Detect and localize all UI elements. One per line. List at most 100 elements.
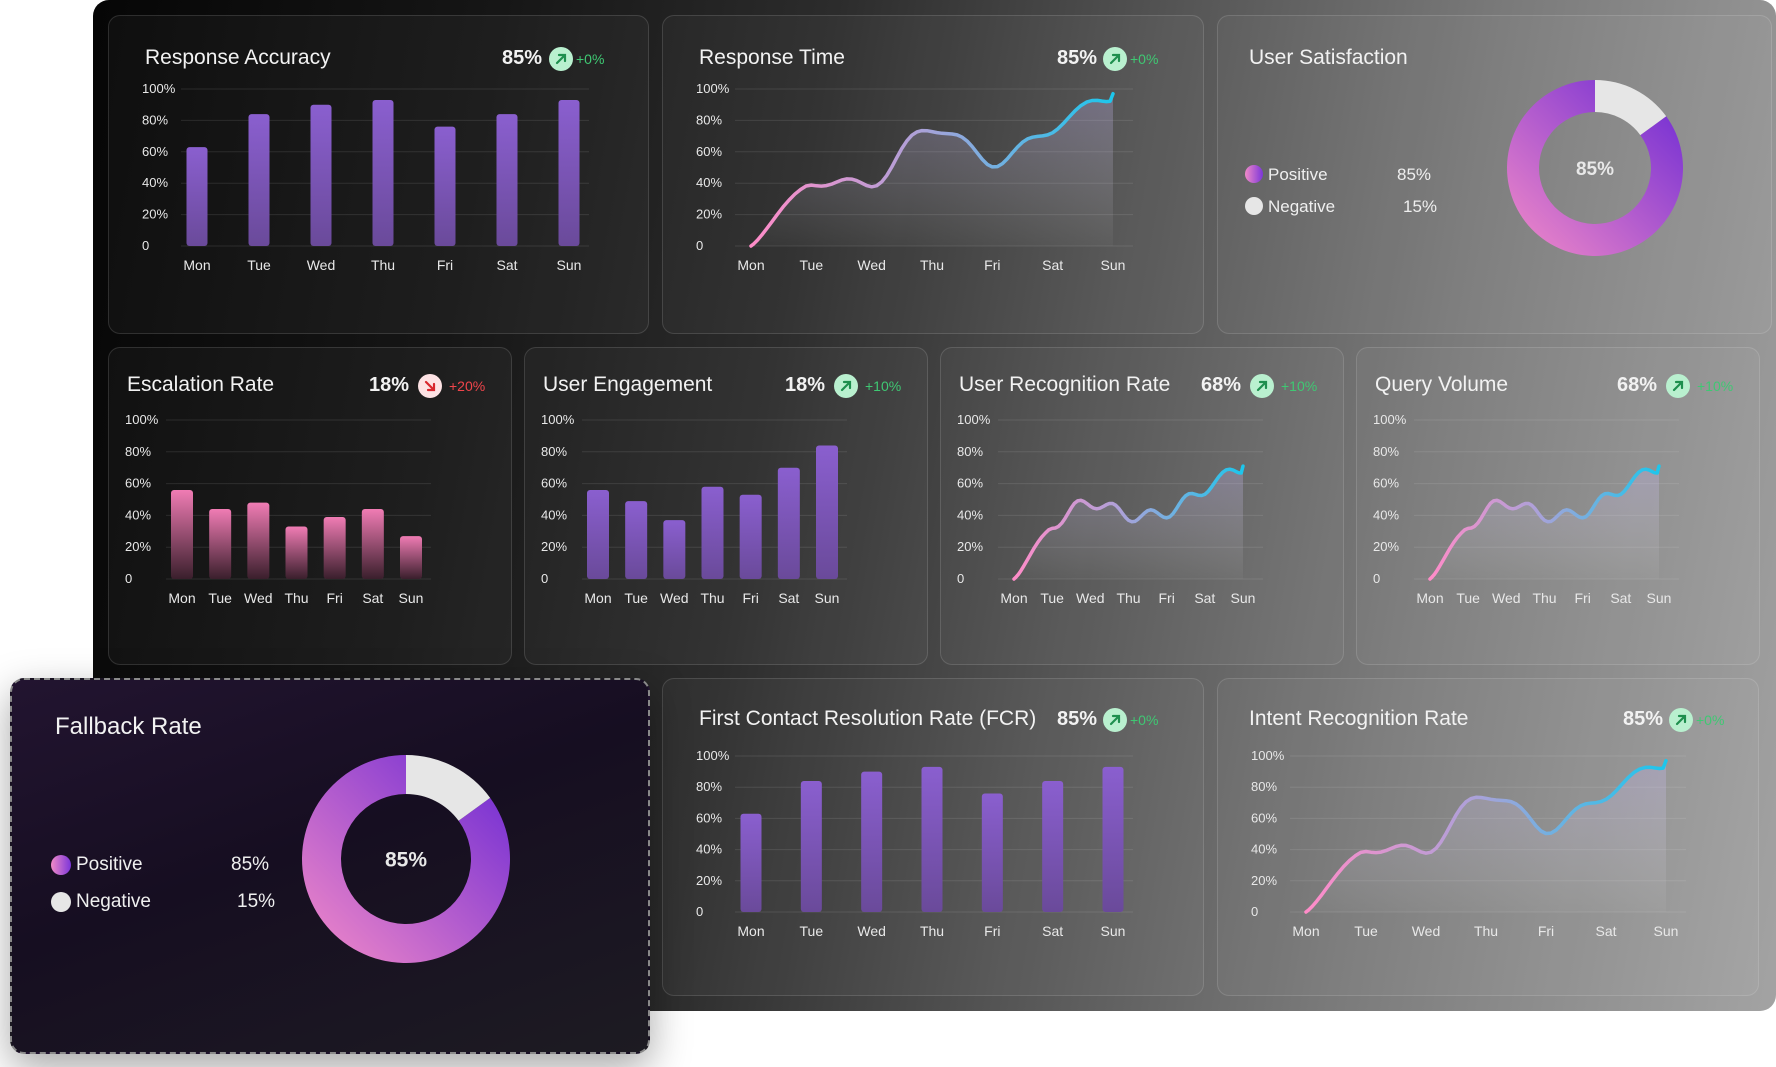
bar-thu (285, 526, 308, 579)
fcr-chart: 0 20% 40% 60% 80% 100% Mon Tue Wed Thu Fri Sat Sun (696, 748, 1133, 939)
panel-title: User Engagement (543, 373, 713, 396)
user-engagement-chart: 0 20% 40% 60% 80% 100% Mon Tue Wed Thu Fri Sat Sun (541, 412, 847, 606)
x-tick-label: Thu (1474, 923, 1498, 939)
arrow-up-right-icon (834, 374, 858, 398)
x-tick-label: Thu (920, 257, 944, 273)
y-tick-label: 100% (696, 81, 730, 96)
change-text: +0% (1130, 712, 1159, 728)
x-tick-label: Sun (1654, 923, 1679, 939)
change-text: +10% (1281, 378, 1318, 394)
bar-fri (981, 793, 1003, 912)
x-tick-label: Fri (743, 590, 759, 606)
y-tick-label: 40% (125, 507, 151, 522)
bar-tue (625, 501, 648, 579)
x-tick-label: Wed (244, 590, 273, 606)
y-tick-label: 20% (696, 873, 722, 888)
negative-legend-value: 15% (237, 891, 276, 912)
arrow-up-right-icon (1250, 374, 1274, 398)
bar-sun (558, 99, 580, 247)
change-text: +10% (865, 378, 902, 394)
bar-sat (496, 114, 518, 247)
y-tick-label: 100% (957, 412, 991, 427)
y-tick-label: 0 (541, 571, 548, 586)
bar-mon (587, 489, 609, 579)
change-text: +20% (449, 378, 486, 394)
positive-legend-dot (51, 855, 71, 875)
metric-value: 85% (1622, 708, 1663, 730)
y-tick-label: 80% (142, 112, 168, 127)
bar-tue (800, 780, 822, 912)
x-tick-label: Tue (208, 590, 232, 606)
slice-negative (406, 755, 491, 821)
negative-legend-value: 15% (1403, 197, 1438, 216)
y-tick-label: 0 (142, 238, 149, 253)
bar-mon (186, 147, 208, 246)
x-tick-label: Tue (1354, 923, 1378, 939)
panel-title: User Satisfaction (1249, 46, 1408, 69)
y-tick-label: 100% (1373, 412, 1407, 427)
x-tick-label: Sun (399, 590, 424, 606)
x-tick-label: Fri (1159, 590, 1175, 606)
y-tick-label: 0 (696, 904, 703, 919)
y-tick-label: 60% (1373, 476, 1399, 491)
negative-legend-label: Negative (76, 891, 151, 912)
x-tick-label: Wed (307, 257, 336, 273)
y-tick-label: 100% (142, 81, 176, 96)
x-tick-label: Thu (1532, 590, 1556, 606)
series-line (749, 91, 1115, 248)
arrow-down-right-icon (418, 374, 442, 398)
user-recognition-rate-panel: User Recognition Rate 68% +10% 0 20% 40% 60… (940, 347, 1344, 665)
x-tick-label: Mon (584, 590, 611, 606)
y-tick-label: 20% (142, 207, 168, 222)
user-engagement-panel: User Engagement 18% +10% 0 20% 40% 60% 80% 10… (524, 347, 928, 665)
area-fill (1306, 760, 1666, 912)
panel-title: Response Accuracy (145, 46, 331, 69)
x-tick-label: Wed (1076, 590, 1105, 606)
x-tick-label: Thu (284, 590, 308, 606)
x-tick-label: Mon (168, 590, 195, 606)
x-tick-label: Mon (183, 257, 210, 273)
x-tick-label: Sun (1101, 923, 1126, 939)
response-accuracy-chart: 0 20% 40% 60% 80% 100% Mon Tue Wed Thu Fri Sat Sun (142, 81, 589, 273)
y-tick-label: 0 (957, 571, 964, 586)
bar-mon (171, 489, 193, 579)
bar-sat (777, 467, 800, 579)
arrow-up-right-icon (1103, 708, 1127, 732)
x-tick-label: Sun (815, 590, 840, 606)
x-tick-label: Sun (1231, 590, 1256, 606)
x-tick-label: Tue (1040, 590, 1064, 606)
x-tick-label: Sun (557, 257, 582, 273)
bar-thu (921, 766, 943, 912)
bar-thu (372, 99, 394, 247)
y-tick-label: 80% (541, 444, 567, 459)
x-tick-label: Sat (1610, 590, 1631, 606)
slice-positive (1507, 80, 1683, 256)
x-tick-label: Fri (327, 590, 343, 606)
y-tick-label: 100% (125, 412, 159, 427)
series-line (1012, 464, 1245, 581)
y-tick-label: 60% (1251, 810, 1277, 825)
fallback-rate-card[interactable]: Fallback Rate Positive 85% Negative 15% … (10, 678, 650, 1054)
metric-value: 85% (1056, 47, 1097, 69)
x-tick-label: Sat (778, 590, 799, 606)
y-tick-label: 40% (1251, 842, 1277, 857)
y-tick-label: 40% (1373, 507, 1399, 522)
y-tick-label: 80% (1373, 444, 1399, 459)
escalation-rate-chart: 0 20% 40% 60% 80% 100% Mon Tue Wed Thu Fri Sat Sun (125, 412, 431, 606)
y-tick-label: 40% (142, 175, 168, 190)
bar-wed (663, 520, 686, 579)
bar-tue (248, 114, 270, 247)
y-tick-label: 0 (1251, 904, 1258, 919)
fallback-rate-donut: 85% (302, 755, 511, 963)
arrow-up-right-icon (549, 47, 573, 71)
positive-legend-label: Positive (1268, 165, 1328, 184)
y-tick-label: 100% (541, 412, 575, 427)
user-recognition-rate-chart: 0 20% 40% 60% 80% 100% Mon Tue Wed Thu Fri Sat Sun (957, 412, 1263, 606)
area-fill (1430, 466, 1659, 579)
x-tick-label: Sat (1194, 590, 1215, 606)
query-volume-chart: 0 20% 40% 60% 80% 100% Mon Tue Wed Thu Fri Sat Sun (1373, 412, 1679, 606)
y-tick-label: 60% (696, 810, 722, 825)
response-time-panel: Response Time 85% +0% 0 20% 40% 60% 80% 100% M… (662, 15, 1204, 334)
x-tick-label: Wed (660, 590, 689, 606)
negative-legend-label: Negative (1268, 197, 1336, 216)
